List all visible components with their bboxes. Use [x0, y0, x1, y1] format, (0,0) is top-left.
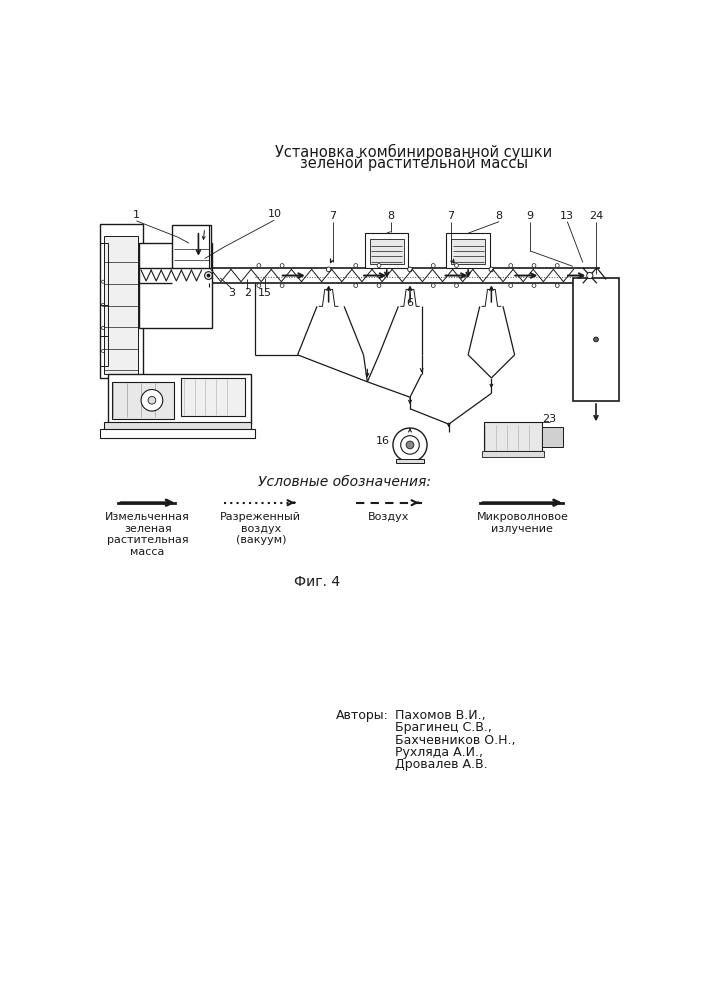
Text: 7: 7	[329, 211, 336, 221]
Polygon shape	[482, 289, 501, 306]
Circle shape	[406, 441, 414, 449]
Bar	[451, 239, 485, 264]
Circle shape	[489, 267, 493, 272]
Text: 10: 10	[267, 209, 281, 219]
Bar	[100, 243, 107, 366]
Circle shape	[257, 264, 261, 267]
Text: Бахчевников О.Н.,: Бахчевников О.Н.,	[395, 734, 516, 747]
Circle shape	[207, 274, 210, 277]
Bar	[482, 451, 544, 457]
Bar	[107, 374, 251, 424]
Circle shape	[555, 284, 559, 287]
Text: Авторы:: Авторы:	[337, 709, 389, 722]
Circle shape	[280, 264, 284, 267]
Text: 3: 3	[228, 288, 235, 298]
Bar	[182, 378, 245, 416]
Text: 2: 2	[244, 288, 251, 298]
Text: Разреженный
воздух
(вакуум): Разреженный воздух (вакуум)	[221, 512, 301, 545]
Text: 8: 8	[387, 211, 395, 221]
Text: 13: 13	[561, 211, 574, 221]
Circle shape	[532, 284, 536, 287]
Circle shape	[431, 264, 436, 267]
Circle shape	[377, 284, 381, 287]
Text: Брагинец С.В.,: Брагинец С.В.,	[395, 721, 492, 734]
Bar	[104, 235, 138, 374]
Text: Пахомов В.И.,: Пахомов В.И.,	[395, 709, 486, 722]
Text: 23: 23	[542, 414, 556, 424]
Text: 6: 6	[407, 298, 414, 308]
Bar	[100, 429, 255, 438]
Circle shape	[509, 284, 513, 287]
Text: Условные обозначения:: Условные обозначения:	[257, 475, 431, 489]
Circle shape	[377, 264, 381, 267]
Text: 7: 7	[448, 211, 455, 221]
Circle shape	[141, 389, 163, 411]
Text: Рухляда А.И.,: Рухляда А.И.,	[395, 746, 484, 759]
Bar	[112, 382, 174, 419]
Circle shape	[455, 264, 458, 267]
Circle shape	[354, 284, 358, 287]
Text: Дровалев А.В.: Дровалев А.В.	[395, 758, 488, 771]
Circle shape	[555, 264, 559, 267]
Circle shape	[327, 267, 331, 272]
Text: 9: 9	[527, 211, 534, 221]
Bar	[365, 233, 409, 268]
Circle shape	[509, 264, 513, 267]
Circle shape	[408, 267, 412, 272]
Text: 8: 8	[496, 211, 503, 221]
Text: Фиг. 4: Фиг. 4	[294, 575, 340, 589]
Bar	[172, 225, 211, 268]
Text: Микроволновое
излучение: Микроволновое излучение	[477, 512, 568, 534]
Circle shape	[148, 396, 156, 404]
Text: 1: 1	[133, 210, 140, 220]
Text: 15: 15	[258, 288, 272, 298]
Circle shape	[455, 284, 458, 287]
Circle shape	[401, 436, 419, 454]
Text: Установка комбинированной сушки: Установка комбинированной сушки	[275, 144, 552, 160]
Bar	[139, 243, 212, 328]
Text: Воздух: Воздух	[368, 512, 409, 522]
Circle shape	[532, 264, 536, 267]
Circle shape	[280, 284, 284, 287]
Circle shape	[431, 284, 436, 287]
Bar	[104, 422, 251, 431]
Polygon shape	[401, 289, 419, 306]
Text: 16: 16	[376, 436, 390, 446]
Bar	[100, 224, 143, 378]
Bar	[446, 233, 490, 268]
Circle shape	[354, 264, 358, 267]
Text: Измельченная
зеленая
растительная
масса: Измельченная зеленая растительная масса	[105, 512, 190, 557]
Bar	[370, 239, 404, 264]
Text: зеленой растительной массы: зеленой растительной массы	[300, 156, 528, 171]
Bar	[484, 422, 542, 451]
Bar	[396, 459, 424, 463]
Text: 24: 24	[589, 211, 603, 221]
Bar	[542, 427, 563, 447]
Circle shape	[393, 428, 427, 462]
Bar	[573, 278, 619, 401]
Circle shape	[594, 337, 598, 342]
Circle shape	[257, 284, 261, 287]
Polygon shape	[320, 289, 338, 306]
Circle shape	[587, 272, 593, 279]
